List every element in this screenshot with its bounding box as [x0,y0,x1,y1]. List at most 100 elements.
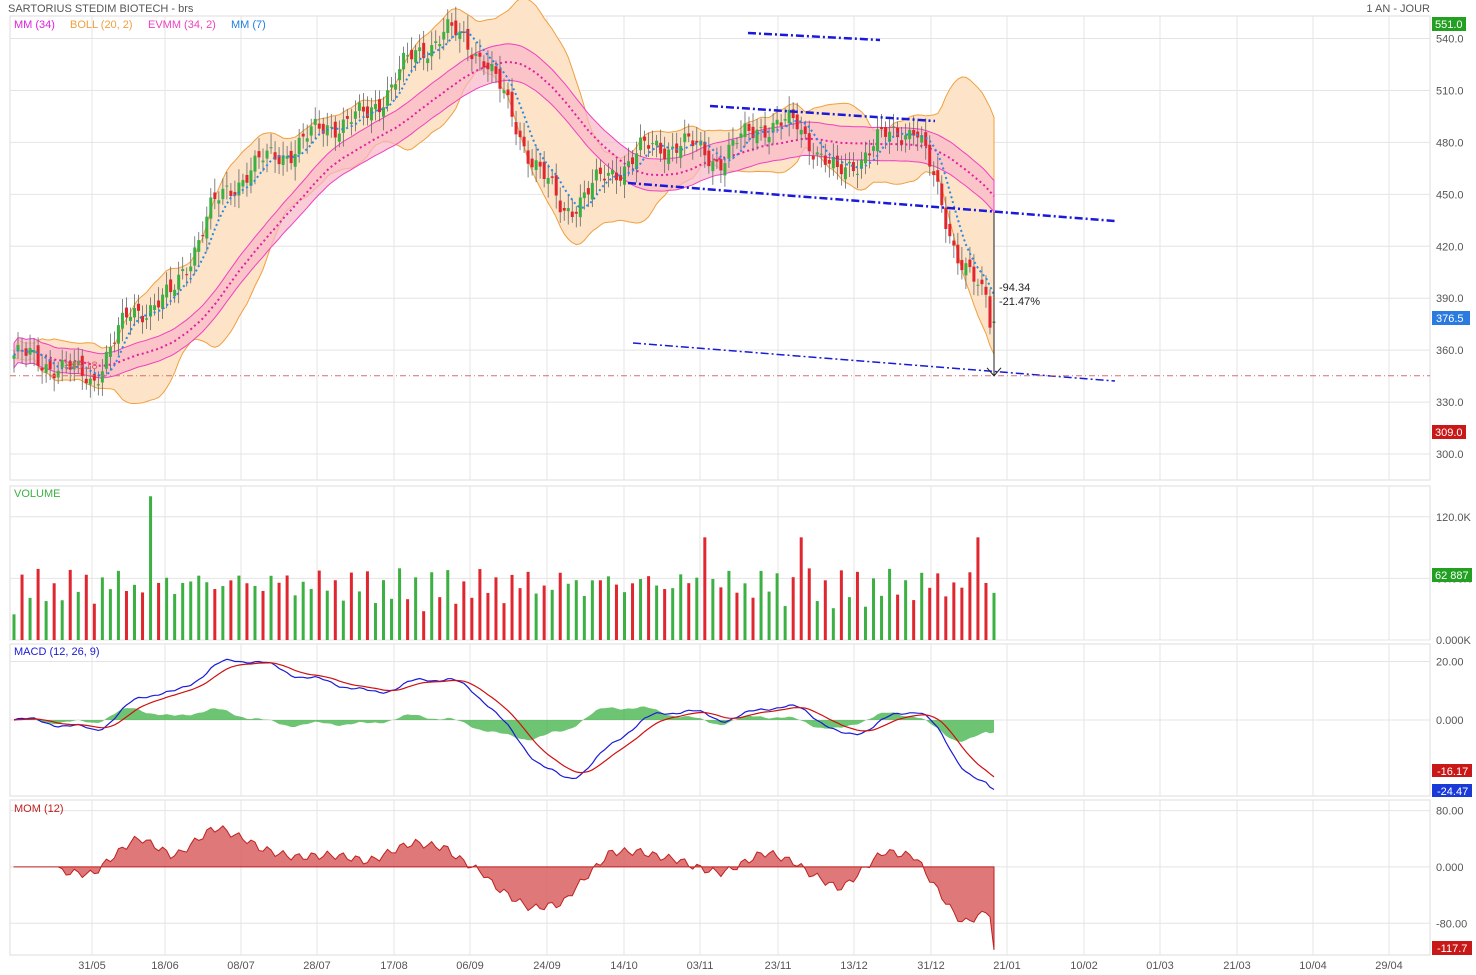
candle-body [337,133,341,142]
x-tick-label: 31/05 [78,960,106,972]
volume-bar [936,573,940,640]
volume-bar [430,572,434,640]
x-tick-label: 23/11 [765,960,792,972]
candle-body [767,136,771,143]
candle-body [928,144,932,167]
svg-text:376.5: 376.5 [1436,313,1464,325]
volume-bar [831,608,835,640]
volume-bar [116,570,120,640]
candle-body [518,130,522,138]
volume-bar [679,574,683,640]
candle-body [458,31,462,40]
volume-bar [317,570,321,640]
legend-mm7[interactable]: MM (7) [231,19,266,31]
volume-bar [598,580,602,640]
volume-bar [52,583,56,640]
candle-body [390,84,394,88]
candle-body [598,167,602,174]
trend-line [627,181,1116,223]
volume-bar [76,591,80,640]
candle-body [141,315,145,323]
volume-bar [639,579,643,640]
candle-body [40,367,44,371]
price-tick-label: 510.0 [1436,85,1464,97]
candle-body [406,55,410,57]
volume-bar [631,583,635,640]
macd-tick-label: 0.000 [1436,715,1464,727]
legend-mm34[interactable]: MM (34) [14,19,55,31]
candle-body [900,140,904,145]
candle-body [554,175,558,196]
candle-body [514,121,518,135]
candle-body [321,123,325,134]
candle-body [124,307,128,318]
volume-bar [671,588,675,640]
candle-body [108,346,112,357]
candle-body [835,155,839,168]
x-tick-label: 18/06 [151,960,179,972]
timeframe-label[interactable]: 1 AN - JOUR [1366,3,1430,15]
volume-bar [197,575,201,640]
volume-tick-label: 120.0K [1436,512,1472,524]
candle-body [309,126,313,136]
candle-body [233,192,237,196]
macd-panel[interactable] [13,658,995,791]
volume-bar [590,580,594,640]
candle-body [984,286,988,295]
volume-bar [213,589,217,640]
mom-panel[interactable] [13,825,995,950]
candle-body [964,263,968,276]
candle-body [574,211,578,214]
candle-body [578,197,582,218]
volume-bar [888,568,892,640]
volume-bar [68,569,72,640]
candle-body [32,350,36,353]
volume-panel[interactable] [12,496,996,640]
volume-bar [28,597,32,640]
candle-body [723,163,727,176]
volume-bar [462,581,466,640]
candle-body [177,274,181,290]
legend-boll[interactable]: BOLL (20, 2) [70,19,133,31]
candle-body [759,126,763,128]
price-tick-label: 300.0 [1436,449,1464,461]
candle-body [538,161,542,167]
x-tick-label: 03/11 [687,960,714,972]
candle-body [867,153,871,156]
candle-body [498,68,502,89]
candle-body [582,192,586,199]
candle-body [402,52,406,70]
volume-bar [390,598,394,640]
candle-body [904,135,908,140]
volume-bar [775,573,779,640]
candle-body [353,111,357,119]
volume-title: VOLUME [14,488,60,500]
candle-body [502,90,506,94]
macd-line [13,658,995,791]
candle-body [594,169,598,181]
volume-bar [293,595,297,640]
price-panel[interactable] [10,0,1430,405]
x-tick-label: 10/02 [1070,960,1098,972]
candle-body [301,133,305,137]
candle-body [892,126,896,128]
candle-body [365,106,369,118]
candle-body [249,170,253,186]
candle-body [795,114,799,130]
candle-body [687,133,691,137]
candle-body [691,140,695,147]
candle-body [968,259,972,268]
candle-body [655,140,659,146]
x-tick-label: 17/08 [380,960,408,972]
candle-body [558,200,562,213]
x-tick-label: 21/01 [993,960,1021,972]
x-tick-label: 13/12 [840,960,868,972]
trend-line [747,31,881,42]
volume-bar [100,577,104,640]
mom-tick-label: 0.000 [1436,862,1464,874]
volume-bar [189,581,193,640]
volume-bar [84,574,88,640]
candle-body [735,143,739,145]
legend-evmm[interactable]: EVMM (34, 2) [148,19,216,31]
